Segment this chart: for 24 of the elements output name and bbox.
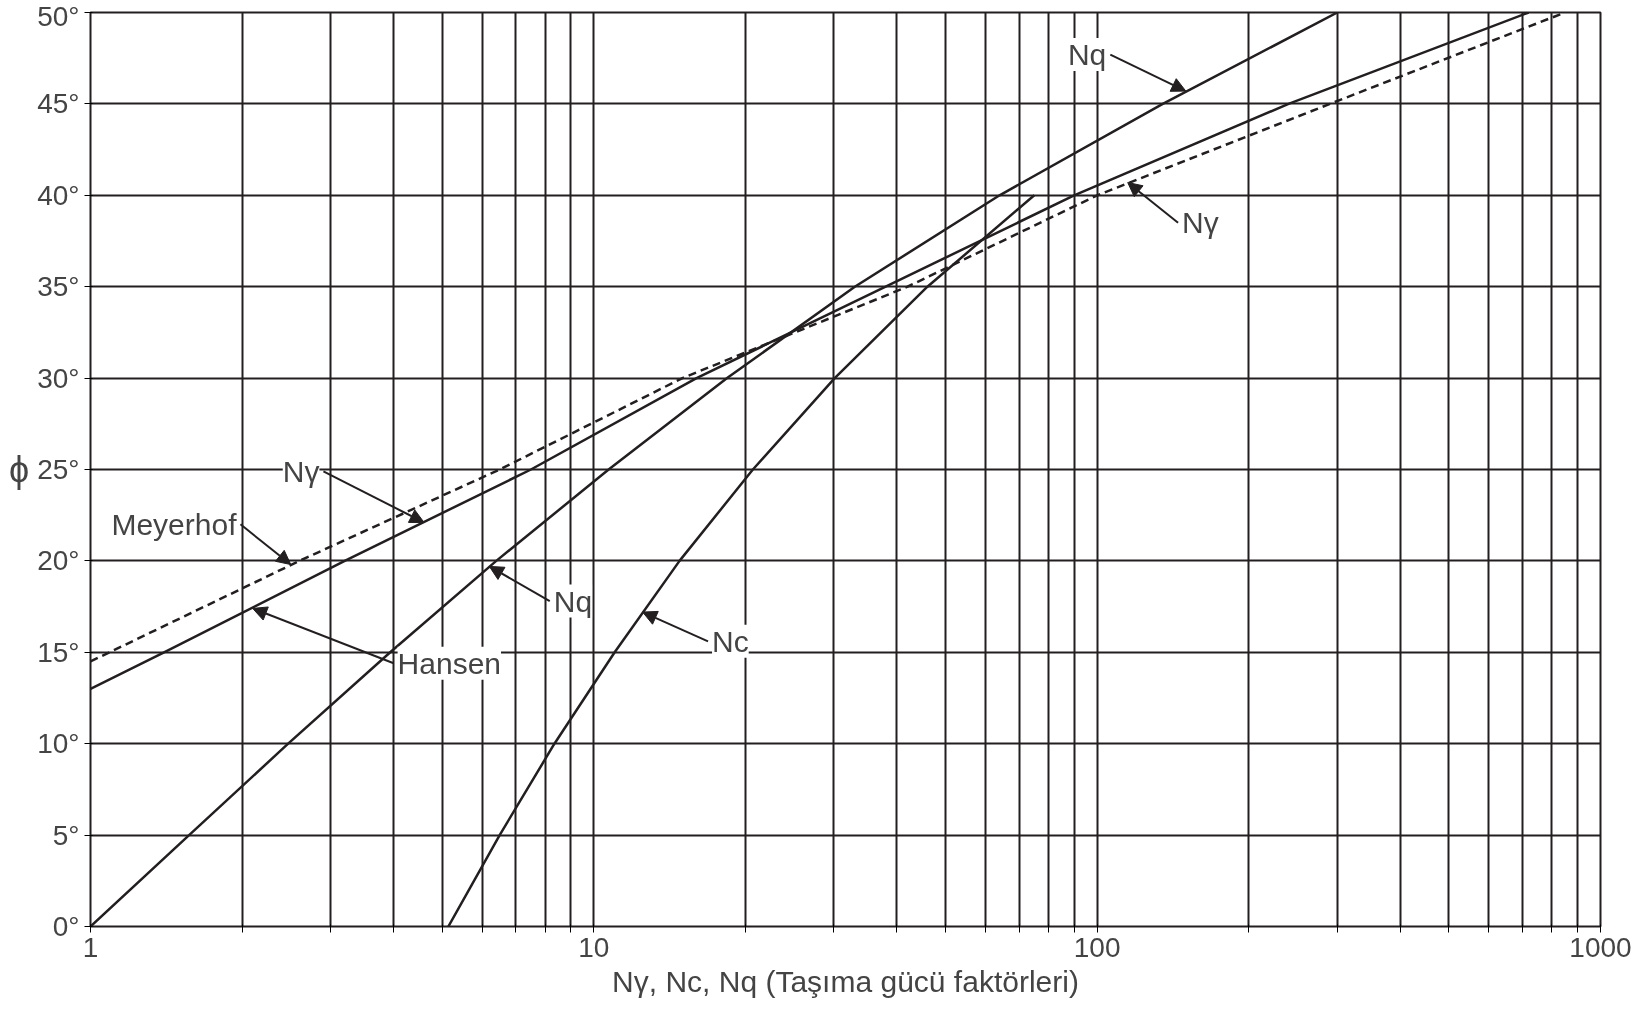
x-axis-title: Nγ, Nc, Nq (Taşıma gücü faktörleri): [612, 964, 1079, 998]
annotation: Nc: [712, 624, 749, 658]
y-tick-label: 45°: [37, 88, 80, 120]
y-tick-label: 50°: [37, 0, 80, 32]
annotation: Nq: [1067, 38, 1107, 72]
annotation: Meyerhof: [111, 507, 238, 541]
y-tick-label: 5°: [52, 819, 80, 851]
y-tick-label: 30°: [37, 362, 80, 394]
x-tick-label: 100: [1073, 931, 1121, 963]
y-axis-title: ϕ: [9, 449, 30, 490]
y-tick-label: 25°: [37, 454, 80, 485]
annotation: Nγ: [282, 454, 320, 488]
x-tick-label: 1: [82, 931, 99, 963]
y-tick-label: 35°: [37, 271, 80, 303]
y-tick-label: 20°: [37, 545, 80, 577]
annotation: Nγ: [1182, 206, 1219, 240]
annotation: Hansen: [397, 646, 502, 680]
y-tick-label: 10°: [37, 728, 80, 760]
annotation: Nq: [553, 584, 593, 618]
y-tick-label: 0°: [52, 911, 80, 942]
y-tick-label: 15°: [37, 636, 80, 668]
y-tick-label: 40°: [37, 179, 80, 211]
x-tick-label: 10: [578, 931, 610, 963]
x-tick-label: 1000: [1569, 931, 1632, 963]
